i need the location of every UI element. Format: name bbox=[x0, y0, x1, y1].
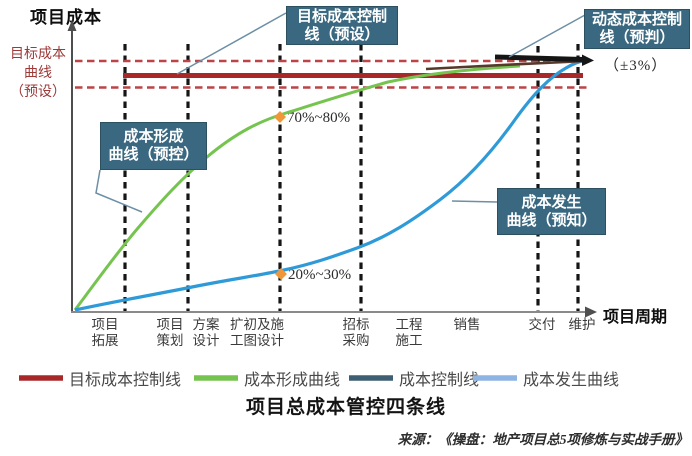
legend-swatch-target bbox=[19, 375, 63, 381]
x-category-construction: 工程 施工 bbox=[395, 317, 423, 348]
target-callout-connector bbox=[176, 12, 287, 75]
dynamic-callout-connector bbox=[508, 14, 586, 58]
lower-diamond-marker-icon bbox=[275, 268, 287, 280]
target-cost-curve-label-line3: （预设） bbox=[10, 85, 66, 100]
dynamic-line-arrowhead-icon bbox=[582, 54, 594, 66]
target-callout-line1: 目标成本控制 bbox=[296, 7, 387, 25]
y-axis-arrow-icon bbox=[67, 20, 77, 31]
formation-callout-line2: 曲线（预控） bbox=[108, 146, 199, 163]
legend-item-target-cost-control-line: 目标成本控制线 bbox=[18, 368, 182, 389]
source-citation: 来源：《操盘：地产项目总5项修炼与实战手册》 bbox=[397, 432, 688, 447]
dynamic-callout-line1: 动态成本控制 bbox=[591, 11, 682, 28]
target-cost-control-callout: 目标成本控制 线（预设） bbox=[286, 6, 398, 45]
x-category-project-expansion: 项目 拓展 bbox=[91, 317, 119, 348]
legend-label-occurrence: 成本发生曲线 bbox=[523, 372, 620, 389]
x-category-delivery: 交付 bbox=[528, 317, 556, 332]
formation-callout-connector bbox=[95, 169, 143, 213]
x-category-project-planning: 项目 策划 bbox=[156, 317, 184, 348]
cost-control-trend-line bbox=[425, 59, 587, 71]
cost-formation-curve bbox=[73, 64, 521, 311]
legend-swatch-formation bbox=[194, 375, 238, 381]
legend-item-cost-formation-curve: 成本形成曲线 bbox=[193, 368, 341, 389]
y-axis-title: 项目成本 bbox=[30, 8, 102, 27]
chart-title: 项目总成本管控四条线 bbox=[245, 397, 446, 418]
legend-swatch-control bbox=[349, 375, 393, 381]
occurrence-callout-connector bbox=[451, 200, 498, 203]
x-category-scheme-design: 方案 设计 bbox=[192, 317, 220, 348]
dynamic-cost-control-line bbox=[494, 54, 584, 62]
cost-occurrence-curve bbox=[74, 58, 588, 312]
legend-label-formation: 成本形成曲线 bbox=[244, 372, 341, 389]
x-category-bidding-procurement: 招标 采购 bbox=[342, 317, 370, 348]
legend-label-control: 成本控制线 bbox=[399, 372, 480, 389]
occurrence-callout-line1: 成本发生 bbox=[521, 193, 582, 211]
x-axis-arrow-icon bbox=[585, 306, 597, 318]
occurrence-callout-line2: 曲线（预知） bbox=[506, 211, 597, 229]
x-category-sales: 销售 bbox=[453, 317, 481, 332]
cost-formation-callout: 成本形成 曲线（预控） bbox=[100, 122, 207, 170]
formation-callout-line1: 成本形成 bbox=[123, 128, 184, 145]
legend-item-cost-occurrence-curve: 成本发生曲线 bbox=[472, 368, 620, 389]
cost-occurrence-callout: 成本发生 曲线（预知） bbox=[497, 188, 606, 235]
target-cost-curve-label-line1: 目标成本 bbox=[10, 47, 66, 62]
target-cost-curve-label-line2: 曲线 bbox=[24, 66, 52, 81]
plot-area-svg bbox=[67, 12, 597, 318]
x-axis-title: 项目周期 bbox=[603, 309, 668, 326]
target-callout-line2: 线（预设） bbox=[304, 25, 380, 43]
dynamic-cost-control-callout: 动态成本控制 线（预判） bbox=[584, 9, 690, 49]
lower-percentage-annotation: 20%~30% bbox=[288, 267, 352, 283]
x-category-maintenance: 维护 bbox=[568, 317, 596, 332]
tolerance-annotation: （±3%） bbox=[604, 58, 668, 74]
target-cost-curve-label: 目标成本 曲线 （预设） bbox=[0, 45, 76, 102]
legend-item-cost-control-line: 成本控制线 bbox=[348, 368, 480, 389]
dynamic-callout-line2: 线（预判） bbox=[599, 29, 675, 46]
legend-label-target: 目标成本控制线 bbox=[69, 372, 182, 389]
upper-percentage-annotation: 70%~80% bbox=[287, 110, 351, 126]
legend-swatch-occurrence bbox=[473, 375, 517, 381]
upper-diamond-marker-icon bbox=[274, 111, 286, 123]
x-category-design-development: 扩初及施 工图设计 bbox=[230, 317, 284, 348]
